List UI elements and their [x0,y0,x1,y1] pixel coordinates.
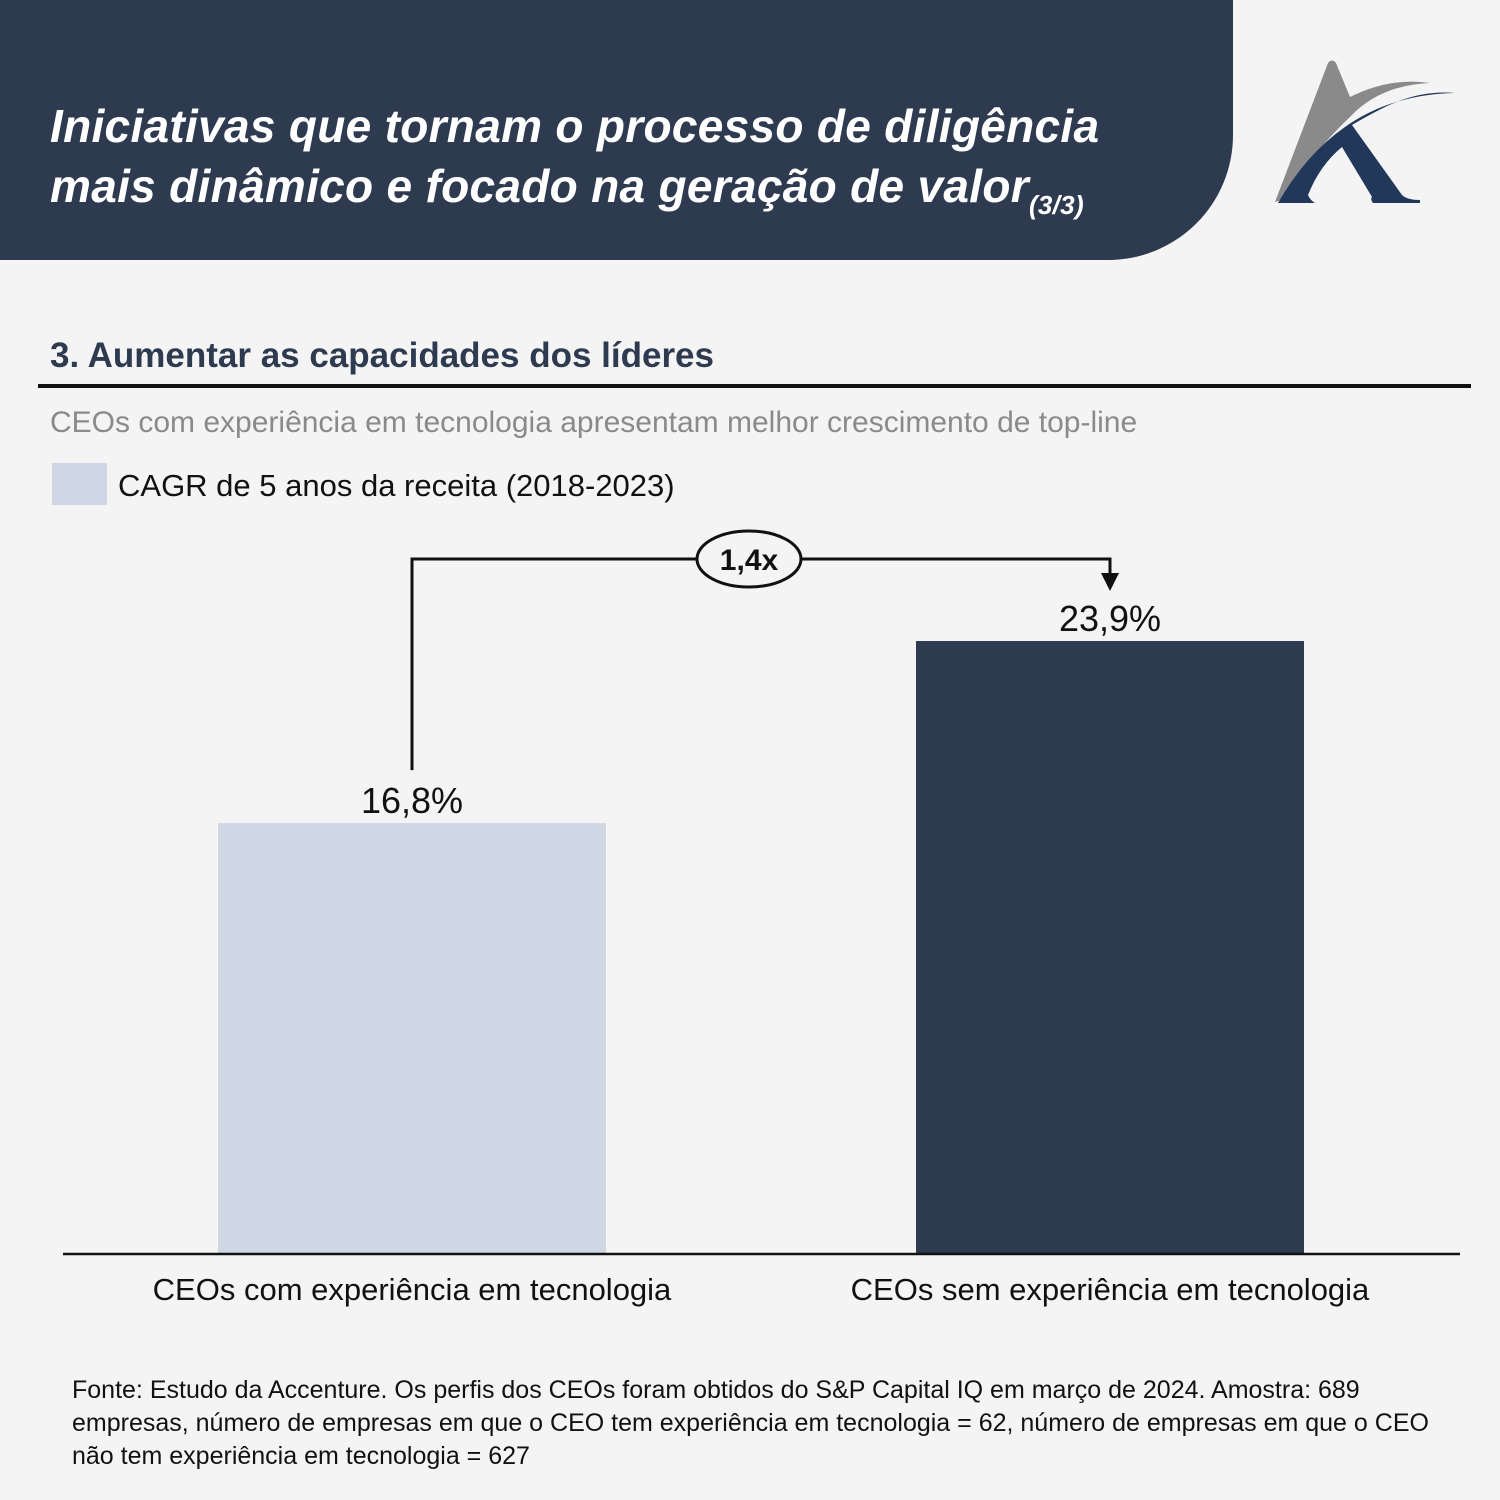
section-heading: 3. Aumentar as capacidades dos líderes [50,336,714,375]
chart-subtitle: CEOs com experiência em tecnologia apres… [50,406,1138,439]
data-label: 23,9% [1059,598,1161,639]
bar [916,641,1304,1254]
growth-multiplier-badge [695,529,803,589]
legend-label: CAGR de 5 anos da receita (2018-2023) [118,468,675,503]
bar-chart: 16,8% CEOs com experiência em tecnologia 2… [63,529,1460,1307]
category-label: CEOs sem experiência em tecnologia [851,1272,1370,1307]
title-line-1: Iniciativas que tornam o processo de dil… [50,100,1100,152]
footnote: Fonte: Estudo da Accenture. Os perfis do… [72,1376,1429,1470]
title-page-indicator: (3/3) [1028,190,1084,220]
title-line-2: mais dinâmico e focado na geração de val… [50,160,1029,212]
growth-multiplier-label: 1,4x [720,544,779,577]
arrowhead-icon [1101,573,1119,591]
page-title: Iniciativas que tornam o processo de dil… [50,96,1099,235]
header-banner: Iniciativas que tornam o processo de dil… [0,0,1233,260]
category-label: CEOs com experiência em tecnologia [153,1272,672,1307]
legend-swatch [52,463,107,505]
data-label: 16,8% [361,780,463,821]
bar [218,823,606,1254]
stylized-a-logo-icon [1275,60,1455,203]
section-divider [38,384,1471,388]
